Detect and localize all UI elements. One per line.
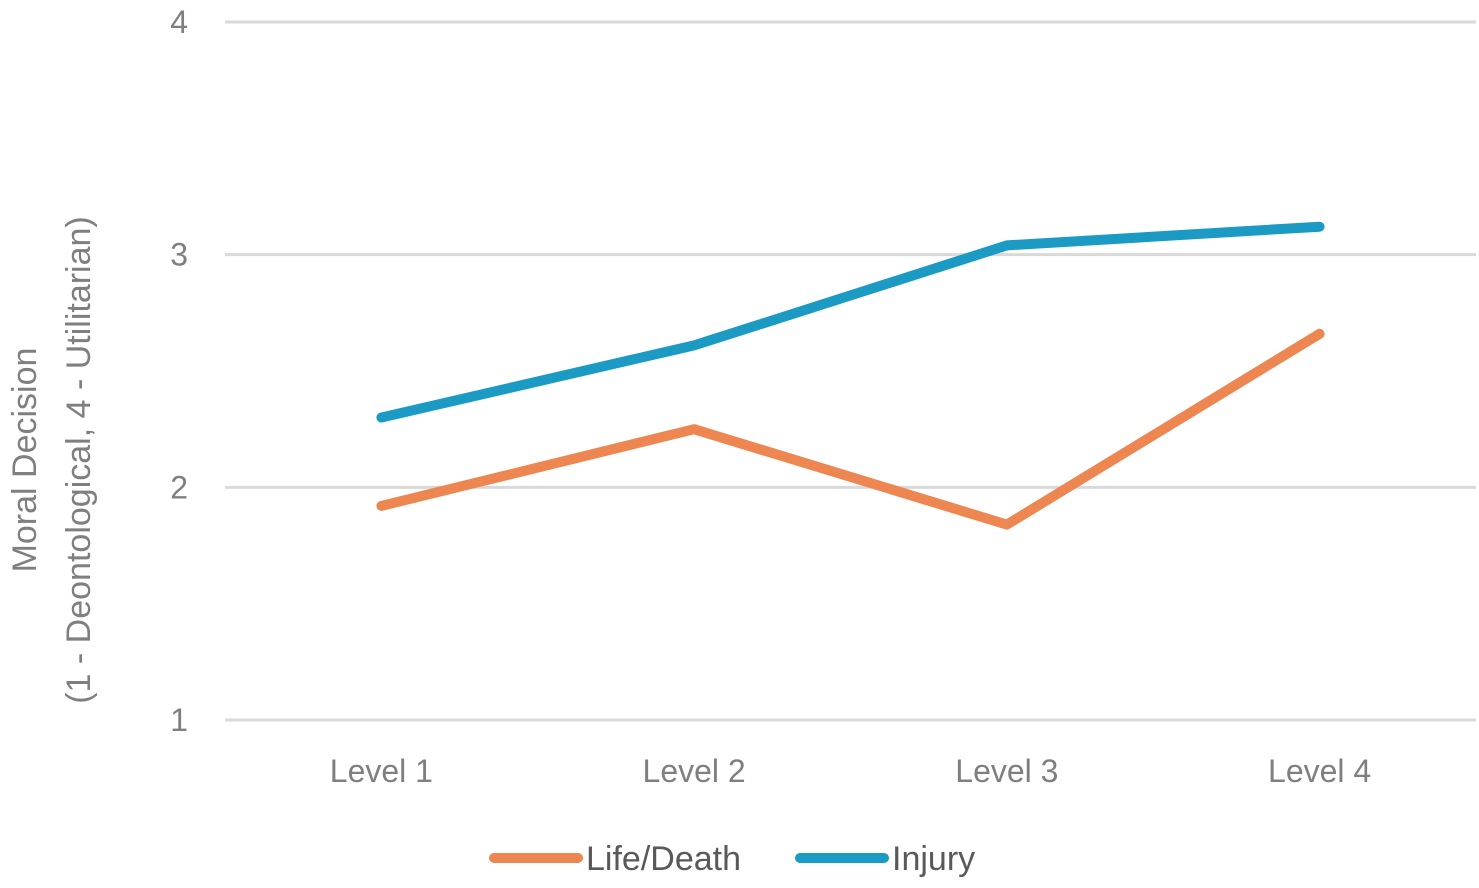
x-axis-ticks: Level 1 Level 2 Level 3 Level 4 — [330, 753, 1371, 789]
y-tick-label: 3 — [170, 237, 188, 273]
x-tick-label: Level 1 — [330, 753, 433, 789]
x-tick-label: Level 4 — [1268, 753, 1371, 789]
y-tick-label: 4 — [170, 4, 188, 40]
y-tick-label: 1 — [170, 702, 188, 738]
x-tick-label: Level 3 — [955, 753, 1058, 789]
gridlines — [225, 20, 1476, 722]
legend-label: Life/Death — [586, 840, 741, 878]
y-axis-title-line2: (1 - Deontological, 4 - Utilitarian) — [60, 216, 98, 704]
series-line-life-death — [376, 328, 1325, 530]
x-tick-label: Level 2 — [643, 753, 746, 789]
legend: Life/Death Injury — [489, 840, 975, 878]
y-axis-subtitle: (1 - Deontological, 4 - Utilitarian) — [60, 216, 98, 704]
legend-label: Injury — [892, 840, 975, 878]
y-tick-label: 2 — [170, 469, 188, 505]
series-line-injury — [376, 221, 1325, 423]
y-axis-title-line1: Moral Decision — [6, 348, 44, 573]
y-axis-ticks: 1 2 3 4 — [170, 4, 188, 738]
series-lines — [376, 221, 1325, 530]
y-axis-title: Moral Decision — [6, 348, 44, 573]
